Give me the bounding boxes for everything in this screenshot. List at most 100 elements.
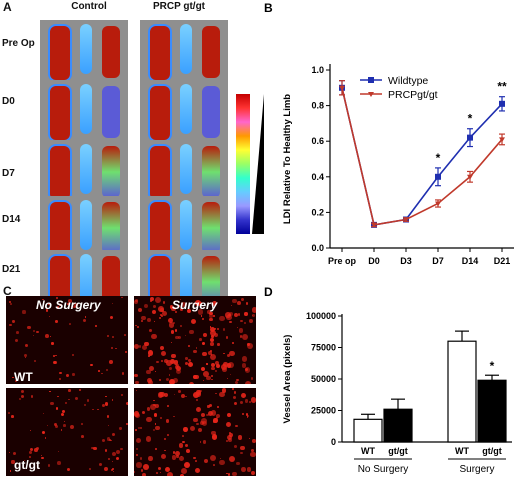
- vessel-speckle: [239, 400, 244, 405]
- bar-label: gt/gt: [482, 446, 502, 456]
- vessel-speckle: [160, 471, 162, 473]
- vessel-speckle: [149, 296, 155, 302]
- vessel-speckle: [251, 306, 256, 313]
- tail-perfusion: [80, 254, 92, 304]
- vessel-speckle: [163, 392, 169, 398]
- vessel-speckle: [111, 303, 113, 305]
- ischemic-limb-perfusion: [102, 26, 120, 78]
- data-point-triangle: [435, 201, 441, 207]
- vessel-speckle: [196, 390, 201, 395]
- vessel-speckle: [241, 334, 248, 341]
- vessel-speckle: [189, 426, 196, 432]
- vessel-speckle: [32, 334, 35, 337]
- row-label-d21: D21: [2, 264, 21, 275]
- vessel-speckle: [227, 377, 229, 379]
- vessel-speckle: [142, 472, 147, 476]
- vessel-speckle: [210, 350, 213, 353]
- y-tick-label: 1.0: [311, 65, 324, 75]
- vessel-speckle: [178, 443, 184, 448]
- vessel-speckle: [55, 296, 59, 300]
- vessel-speckle: [184, 356, 188, 360]
- vessel-speckle: [202, 342, 206, 346]
- vessel-speckle: [199, 338, 202, 341]
- vessel-speckle: [207, 410, 214, 417]
- vessel-speckle: [228, 320, 232, 324]
- vessel-speckle: [146, 416, 152, 423]
- vessel-speckle: [70, 424, 75, 429]
- vessel-speckle: [228, 312, 233, 317]
- vessel-speckle: [111, 469, 114, 472]
- vessel-speckle: [227, 438, 232, 442]
- vessel-speckle: [184, 361, 189, 366]
- vessel-speckle: [214, 360, 219, 365]
- vessel-speckle: [156, 472, 159, 475]
- vessel-speckle: [201, 315, 203, 317]
- vessel-speckle: [209, 329, 216, 336]
- data-point-square: [435, 173, 441, 180]
- x-tick-label: D14: [462, 256, 479, 266]
- vessel-speckle: [101, 404, 105, 407]
- vessel-speckle: [155, 296, 162, 303]
- vessel-speckle: [135, 380, 139, 384]
- vessel-speckle: [206, 310, 211, 314]
- vessel-speckle: [174, 311, 178, 314]
- vessel-speckle: [56, 306, 60, 309]
- vessel-speckle: [240, 335, 243, 338]
- y-axis-label: Vessel Area (pixels): [282, 335, 293, 424]
- vessel-speckle: [208, 351, 213, 356]
- vessel-speckle: [162, 301, 166, 305]
- vessel-speckle: [227, 412, 232, 417]
- vessel-speckle: [160, 314, 163, 317]
- vessel-speckle: [230, 304, 232, 306]
- vessel-speckle: [63, 420, 66, 422]
- y-tick-label: 0.8: [311, 101, 324, 111]
- vessel-speckle: [228, 456, 235, 463]
- vessel-speckle: [210, 409, 217, 416]
- vessel-speckle: [196, 423, 199, 426]
- vessel-speckle: [145, 435, 152, 442]
- vessel-speckle: [15, 338, 19, 342]
- vessel-speckle: [200, 420, 205, 425]
- vessel-speckle: [183, 427, 188, 432]
- vessel-speckle: [250, 451, 256, 457]
- vessel-speckle: [219, 460, 225, 466]
- vessel-speckle: [201, 418, 208, 424]
- vessel-speckle: [12, 376, 14, 379]
- vessel-speckle: [154, 404, 159, 408]
- vessel-speckle: [18, 397, 21, 400]
- series-line-0: [341, 87, 503, 226]
- vessel-speckle: [57, 461, 61, 465]
- data-point-triangle: [339, 85, 345, 91]
- vessel-speckle: [209, 325, 212, 328]
- tail-perfusion: [80, 200, 92, 250]
- vessel-speckle: [30, 395, 33, 398]
- vessel-speckle: [178, 305, 180, 308]
- y-tick-label: 50000: [311, 374, 336, 384]
- vessel-speckle: [89, 468, 91, 470]
- vessel-speckle: [250, 449, 254, 452]
- x-tick-label: Pre op: [328, 256, 357, 266]
- vessel-speckle: [231, 298, 237, 304]
- vessel-speckle: [41, 456, 44, 460]
- vessel-speckle: [108, 458, 111, 461]
- vessel-speckle: [112, 336, 114, 339]
- vessel-speckle: [210, 362, 216, 368]
- vessel-speckle: [232, 341, 235, 344]
- vessel-speckle: [206, 363, 208, 365]
- panel-d-letter: D: [264, 285, 273, 299]
- vessel-speckle: [97, 408, 100, 411]
- panel-a-letter: A: [3, 0, 12, 14]
- vessel-speckle: [53, 354, 55, 357]
- vessel-speckle: [94, 325, 97, 328]
- vessel-speckle: [215, 413, 220, 419]
- row-label-d14: D14: [2, 214, 21, 225]
- vessel-speckle: [9, 470, 11, 472]
- tail-perfusion: [180, 24, 192, 74]
- data-point-triangle: [403, 217, 409, 223]
- vessel-speckle: [221, 388, 226, 393]
- vessel-speckle: [74, 397, 78, 401]
- vessel-speckle: [250, 470, 255, 476]
- ldi-image-tile: [40, 20, 128, 82]
- vessel-speckle: [187, 361, 193, 367]
- y-tick-label: 0.2: [311, 207, 324, 217]
